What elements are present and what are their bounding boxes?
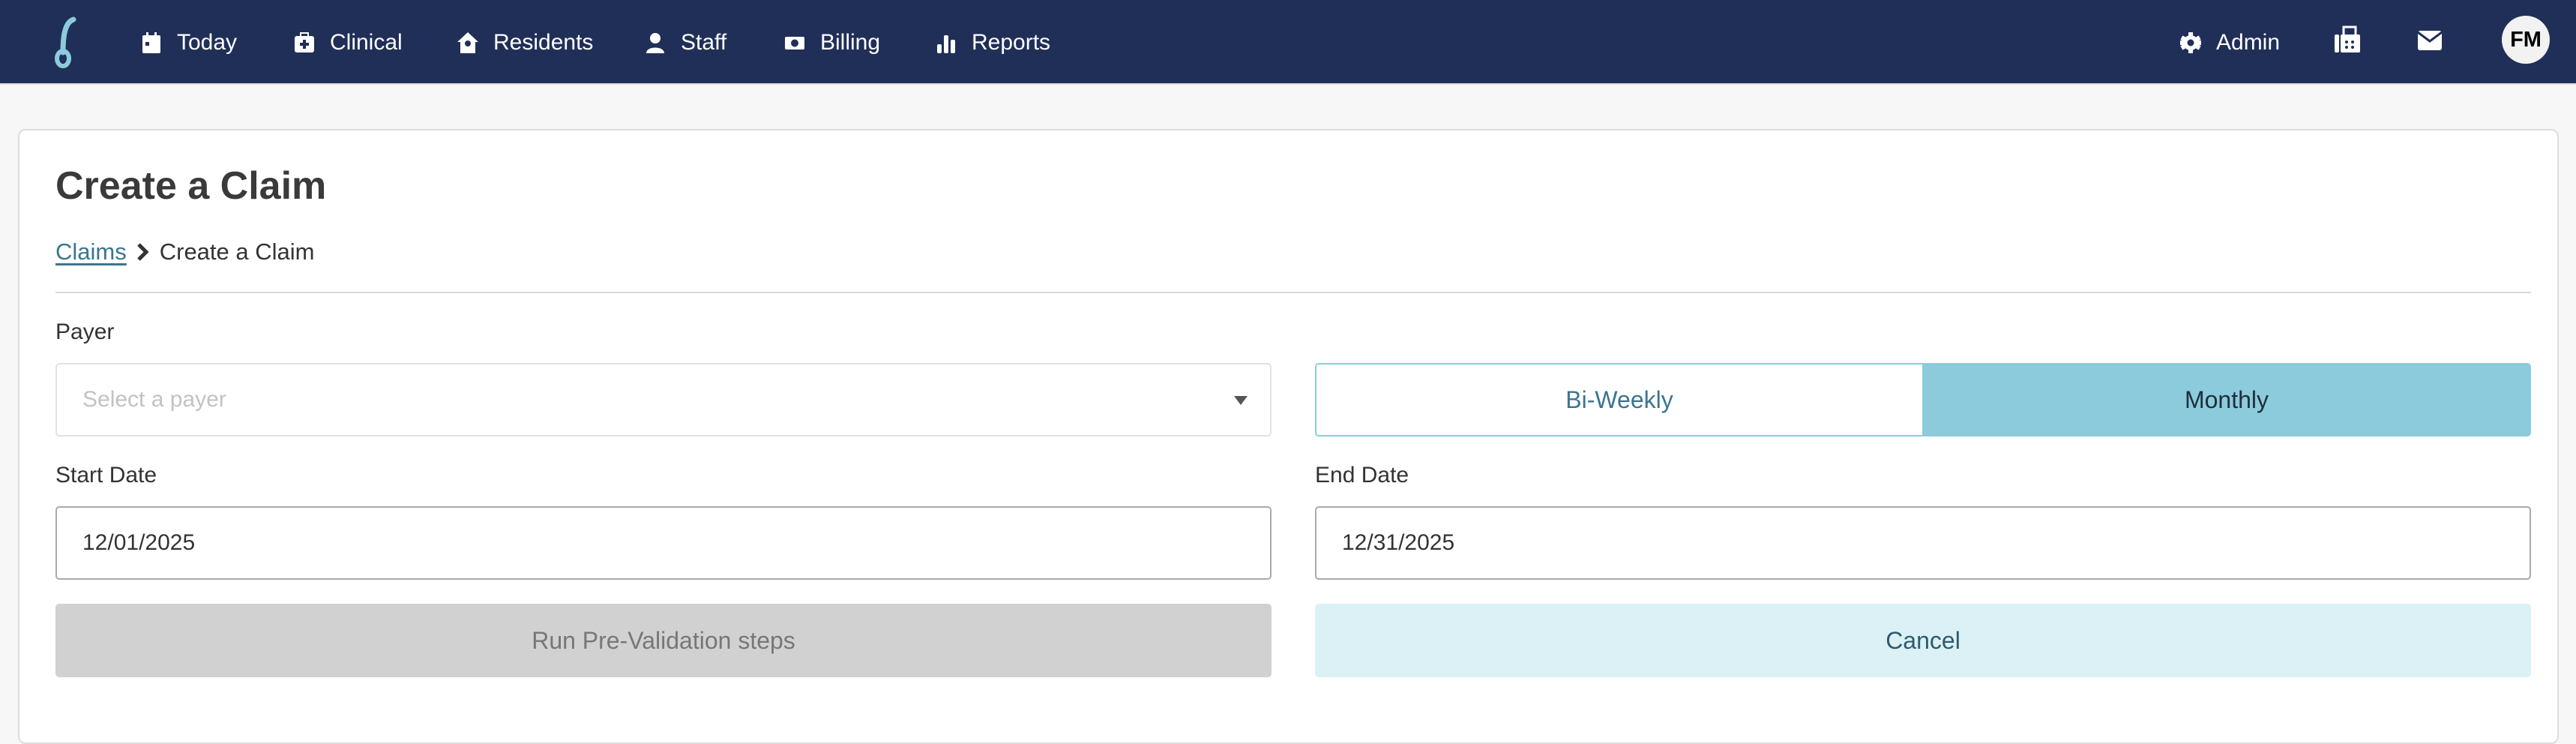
- bar-chart-icon: [937, 34, 955, 53]
- cancel-button[interactable]: Cancel: [1315, 604, 2531, 677]
- nav-label: Residents: [493, 29, 594, 55]
- breadcrumb: Claims Create a Claim: [55, 238, 314, 266]
- end-date-input[interactable]: 12/31/2025: [1315, 506, 2531, 580]
- top-nav: Today Clinical Residents Staff Billing R…: [0, 0, 2576, 85]
- nav-label: Reports: [972, 29, 1051, 55]
- start-date-label: Start Date: [55, 463, 157, 488]
- nav-admin[interactable]: Admin: [2179, 0, 2280, 85]
- frequency-monthly[interactable]: Monthly: [1922, 363, 2531, 436]
- nav-label: Today: [177, 29, 238, 55]
- money-exchange-icon: [785, 36, 804, 50]
- nav-label: Staff: [681, 29, 727, 55]
- breadcrumb-current: Create a Claim: [159, 238, 315, 265]
- nav-clinical[interactable]: Clinical: [292, 0, 403, 85]
- nurse-icon: [646, 32, 664, 53]
- nav-billing[interactable]: Billing: [783, 0, 880, 85]
- nav-residents[interactable]: Residents: [456, 0, 593, 85]
- divider: [55, 292, 2531, 293]
- house-user-icon: [457, 32, 478, 53]
- payer-select[interactable]: Select a payer: [55, 363, 1272, 436]
- calendar-icon: [142, 32, 160, 53]
- medical-kit-icon: [295, 32, 314, 52]
- end-date-label: End Date: [1315, 463, 1409, 488]
- nav-label: Billing: [820, 29, 881, 55]
- fax-icon: [2335, 26, 2360, 52]
- nav-today[interactable]: Today: [139, 0, 237, 85]
- nav-label: Clinical: [330, 29, 403, 55]
- fax-button[interactable]: [2333, 26, 2362, 54]
- run-pre-validation-button[interactable]: Run Pre-Validation steps: [55, 604, 1272, 677]
- breadcrumb-claims-link[interactable]: Claims: [55, 238, 127, 265]
- caret-down-icon: [1234, 396, 1248, 405]
- payer-label: Payer: [55, 320, 115, 344]
- page-title: Create a Claim: [55, 164, 327, 208]
- nav-reports[interactable]: Reports: [934, 0, 1050, 85]
- start-date-input[interactable]: 12/01/2025: [55, 506, 1272, 580]
- gear-icon: [2180, 32, 2201, 53]
- nav-label: Admin: [2216, 29, 2281, 55]
- envelope-icon: [2417, 31, 2443, 50]
- nav-staff[interactable]: Staff: [643, 0, 726, 85]
- frequency-bi-weekly[interactable]: Bi-Weekly: [1315, 363, 1924, 436]
- logo-icon[interactable]: [49, 15, 79, 69]
- payer-placeholder: Select a payer: [82, 387, 226, 412]
- chevron-right-icon: [136, 243, 149, 261]
- avatar[interactable]: FM: [2502, 16, 2550, 64]
- messages-button[interactable]: [2416, 26, 2444, 54]
